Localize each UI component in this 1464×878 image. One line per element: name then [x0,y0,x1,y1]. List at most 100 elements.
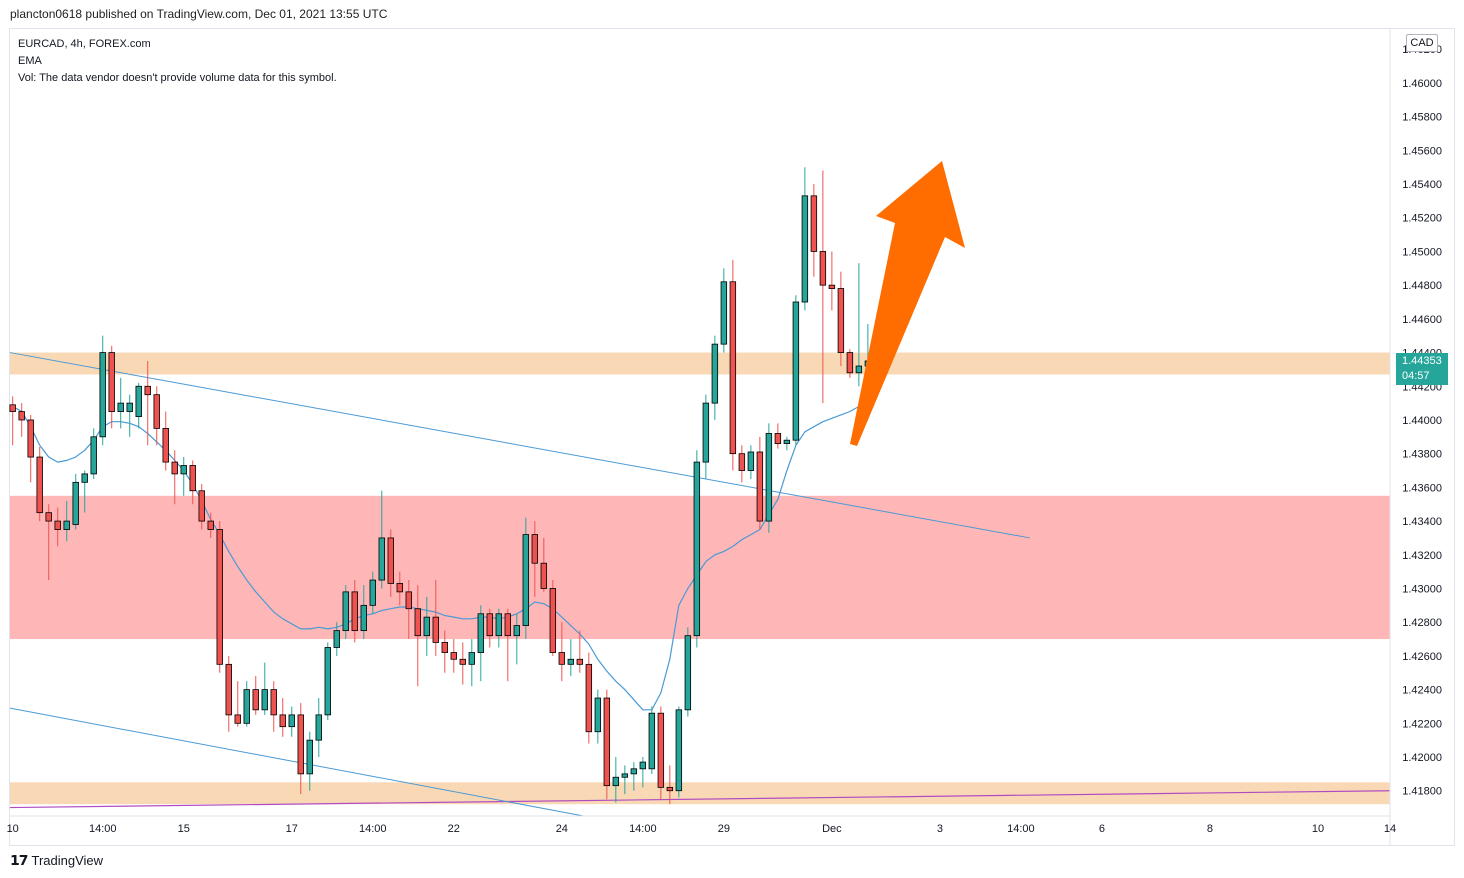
candle-body [837,288,845,353]
candle-body [108,352,115,412]
candle-body [657,712,665,788]
candle-body [9,404,16,412]
candle-body [180,465,187,475]
candle-body [216,529,223,665]
y-tick-label: 1.42400 [1402,685,1442,697]
candle-body [549,588,557,653]
y-tick-label: 1.43400 [1402,516,1442,528]
candle-body [612,776,620,787]
candle-body [819,251,827,286]
x-tick-label: 14:00 [1007,823,1035,835]
last-price-tag: 1.44353 04:57 [1396,353,1448,385]
ema-indicator-label[interactable]: EMA [18,55,42,67]
candle-body [576,658,584,665]
x-tick-label: 22 [448,823,460,835]
bullish-arrow [850,161,965,446]
y-tick-label: 1.43000 [1402,583,1442,595]
candle-body [207,520,214,530]
candle-body [324,647,331,716]
currency-label[interactable]: CAD [1406,34,1438,52]
footer-branding[interactable]: 𝟭𝟳 TradingView [10,852,103,869]
x-tick-label: 10 [1312,823,1324,835]
bar-countdown: 04:57 [1402,370,1430,382]
x-tick-label: Dec [822,823,842,835]
candle-body [693,461,701,637]
candle-body [252,689,259,711]
x-tick-label: 29 [718,823,730,835]
candle-body [558,652,566,665]
candle-body [261,689,268,711]
publish-info: plancton0618 published on TradingView.co… [10,7,388,21]
candle-body [702,402,710,463]
y-tick-label: 1.45600 [1402,145,1442,157]
y-tick-label: 1.45200 [1402,213,1442,225]
candle-body [171,461,178,475]
candle-body [423,616,430,637]
candle-body [279,714,286,728]
candle-body [594,697,602,733]
y-tick-label: 1.46000 [1402,78,1442,90]
y-tick-label: 1.42600 [1402,651,1442,663]
candle-body [315,714,322,741]
candle-body [720,281,728,345]
candle-body [297,714,304,775]
candle-body [828,284,836,289]
y-tick-label: 1.42200 [1402,718,1442,730]
candle-body [477,613,485,653]
candle-body [495,613,503,637]
candle-body [198,490,205,522]
resistance-zone [10,352,1390,375]
ema-line [12,402,869,711]
candle-body [738,453,746,471]
candle-body [135,385,142,418]
candle-body [774,433,782,444]
x-tick-label: 14:00 [359,823,387,835]
candle-body [810,195,818,252]
x-tick-label: 24 [556,823,568,835]
candle-body [522,534,530,626]
y-tick-label: 1.42800 [1402,617,1442,629]
upper-channel-line [9,352,1031,539]
candle-body [27,419,34,458]
candle-body [405,591,412,610]
x-tick-label: 15 [178,823,190,835]
candle-body [567,658,575,665]
candle-body [126,402,133,412]
candle-body [99,352,106,438]
y-tick-label: 1.44800 [1402,280,1442,292]
candle-body [855,365,863,374]
candle-body [243,689,250,724]
candle-body [846,352,854,374]
x-tick-label: 17 [286,823,298,835]
candle-body [45,512,52,522]
candle-body [189,465,196,492]
candle-body [783,439,791,444]
candle-body [72,481,79,525]
candle-body [684,635,692,711]
candle-body [63,520,70,530]
candle-body [432,616,439,643]
candle-body [450,652,457,660]
candle-body [603,697,611,787]
candle-body [531,534,539,564]
candle-body [756,451,764,522]
last-price-value: 1.44353 [1402,355,1442,367]
volume-note: Vol: The data vendor doesn't provide vol… [18,72,337,84]
candle-body [153,394,160,429]
candle-body [639,761,647,770]
candle-body [792,301,800,441]
y-tick-label: 1.45000 [1402,246,1442,258]
candle-body [360,604,367,632]
symbol-label[interactable]: EURCAD, 4h, FOREX.com [18,38,151,50]
candle-body [765,433,773,522]
candle-body [621,773,629,778]
candle-body [747,451,755,471]
candle-body [585,663,593,733]
candle-body [729,281,737,455]
candle-body [504,613,512,637]
x-tick-label: 3 [937,823,943,835]
candle-body [333,630,340,648]
x-tick-label: 10 [7,823,19,835]
candle-body [288,714,295,728]
